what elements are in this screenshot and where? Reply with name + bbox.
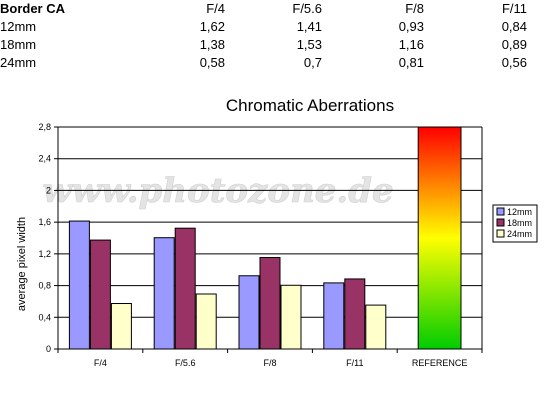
watermark-text: www.photozone.de	[42, 171, 393, 211]
bar-12mm-F5.6	[153, 237, 175, 350]
reference-bar	[417, 126, 462, 350]
x-tick-label: F/11	[346, 358, 363, 368]
bar-12mm-F8	[238, 275, 260, 350]
ca-table: Border CA F/4 F/5.6 F/8 F/11 12mm 1,62 1…	[0, 0, 527, 72]
bar-18mm-F5.6	[174, 227, 196, 350]
table-cell: 18mm	[0, 37, 37, 52]
table-cell: 1,16	[398, 37, 424, 52]
y-axis-label: average pixel width	[16, 217, 28, 311]
gridlines	[58, 126, 482, 318]
y-tick-label: 2,4	[38, 154, 51, 164]
y-tick-label: 1,6	[38, 217, 51, 227]
legend-label-18mm: 18mm	[507, 218, 532, 228]
x-tick-label: F/5.6	[175, 358, 196, 368]
axes: 0 0,4 0,8 1,2 1,6 2 2,4 2,8 F/4 F/5.6 F/8 F/11 REFER…	[38, 122, 483, 368]
table-header-f11: F/11	[501, 1, 527, 16]
bar-18mm-F8	[259, 257, 281, 350]
chromatic-aberration-chart: Chromatic Aberrations average pixel widt…	[16, 96, 538, 368]
y-tick-label: 0,8	[38, 281, 51, 291]
y-tick-label: 0,4	[38, 312, 51, 322]
legend-swatch-12mm	[496, 207, 505, 216]
table-cell: 0,93	[398, 19, 424, 34]
bar-24mm-F5.6	[195, 293, 217, 350]
x-tick-label: F/4	[94, 358, 107, 368]
bar-24mm-F11	[365, 304, 387, 350]
legend-label-12mm: 12mm	[507, 207, 532, 217]
table-row: 12mm 1,62 1,41 0,93 0,84	[0, 18, 527, 36]
y-tick-label: 2,8	[38, 122, 51, 132]
table-cell: 0,84	[501, 19, 527, 34]
bar-12mm-F11	[323, 282, 345, 350]
table-row: 18mm 1,38 1,53 1,16 0,89	[0, 36, 527, 54]
legend-label-24mm: 24mm	[507, 229, 532, 239]
y-tick-label: 2	[46, 185, 51, 195]
bar-24mm-F4	[110, 303, 132, 350]
table-cell: 1,53	[296, 37, 322, 52]
table-cell: 0,89	[501, 37, 527, 52]
table-cell: 0,81	[398, 55, 424, 70]
bar-12mm-F4	[68, 220, 90, 350]
table-cell: 0,58	[199, 55, 225, 70]
table-cell: 1,38	[199, 37, 225, 52]
table-cell: 0,56	[501, 55, 527, 70]
table-cell: 12mm	[0, 19, 37, 34]
table-header-f8: F/8	[405, 1, 424, 16]
bar-24mm-F8	[280, 284, 302, 350]
table-cell: 1,41	[296, 19, 322, 34]
legend-swatch-18mm	[496, 218, 505, 227]
bar-18mm-F4	[89, 239, 111, 350]
y-tick-label: 0	[46, 344, 51, 354]
y-tick-label: 1,2	[38, 249, 51, 259]
table-header-label: Border CA	[0, 1, 66, 16]
table-row: 24mm 0,58 0,7 0,81 0,56	[0, 54, 527, 72]
table-header-row: Border CA F/4 F/5.6 F/8 F/11	[0, 0, 527, 18]
table-cell: 24mm	[0, 55, 37, 70]
x-tick-label: REFERENCE	[412, 358, 468, 368]
table-header-f56: F/5.6	[292, 1, 322, 16]
bars	[68, 126, 462, 350]
table-cell: 1,62	[199, 19, 225, 34]
legend-swatch-24mm	[496, 229, 505, 238]
table-cell: 0,7	[303, 55, 322, 70]
bar-18mm-F11	[344, 278, 366, 350]
chart-title: Chromatic Aberrations	[226, 96, 394, 115]
x-tick-label: F/8	[263, 358, 276, 368]
table-header-f4: F/4	[206, 1, 225, 16]
